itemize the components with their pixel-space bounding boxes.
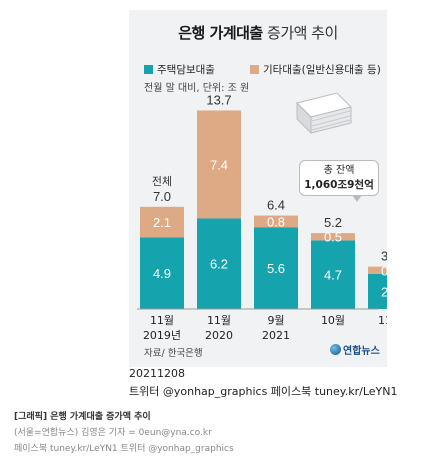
legend-label-other: 기타대출(일반신용대출 등) <box>263 64 381 76</box>
footer-caption-title: [그래픽] 은행 가계대출 증가액 추이 <box>14 412 151 422</box>
data-label: 4.9 <box>153 266 171 281</box>
data-label: 7.4 <box>210 157 228 172</box>
footer-social: 페이스북 tuney.kr/LeYN1 트위터 @yonhap_graphics <box>14 444 234 454</box>
bar-chart: 4.9 2.1 7.0전체 11월 2019년 6.2 7.4 13.7 11월 2020 5.6 0… <box>137 92 387 340</box>
bar-mortgage <box>368 273 387 309</box>
bar-other <box>140 206 184 238</box>
data-label: 6.2 <box>210 257 228 272</box>
bar-other <box>368 266 387 274</box>
x-tick-year-label: 2020 <box>205 329 233 340</box>
total-balance-callout: 총 잔액 1,060조9천억 <box>299 160 379 202</box>
x-tick-label: 11월 <box>378 314 387 327</box>
title-regular: 증가액 추이 <box>267 24 338 42</box>
total-label: 13.7 <box>206 92 231 107</box>
x-tick-label: 10월 <box>321 314 345 327</box>
bar-other <box>197 110 241 219</box>
bar-mortgage <box>311 240 355 309</box>
money-stack-icon <box>296 92 352 135</box>
source-note: 자료/ 한국은행 <box>144 348 203 359</box>
footer-byline: (서울=연합뉴스) 김영은 기자 = 0eun@yna.co.kr <box>14 428 212 438</box>
data-label: 4.7 <box>324 268 342 283</box>
title-bold: 은행 가계대출 <box>178 24 263 42</box>
data-label: 2.1 <box>153 215 171 230</box>
total-label: 7.0 <box>153 189 171 204</box>
data-label: 2.4 <box>381 284 387 299</box>
bar-mortgage <box>254 227 298 309</box>
bar-mortgage <box>140 237 184 309</box>
total-label: 6.4 <box>267 198 285 213</box>
social-line: 트위터 @yonhap_graphics 페이스북 tuney.kr/LeYN1 <box>129 385 398 398</box>
legend-label-mortgage: 주택담보대출 <box>157 64 215 76</box>
total-prefix-label: 전체 <box>152 175 172 188</box>
bar-mortgage <box>197 218 241 309</box>
legend-swatch-mortgage <box>144 65 153 74</box>
total-label: 3.0 <box>381 249 387 264</box>
x-tick-year-label: 2021 <box>262 329 290 340</box>
data-label: 0.5 <box>324 230 342 245</box>
data-label: 0.5 <box>381 263 387 278</box>
yonhap-logo-icon <box>330 344 341 355</box>
x-tick-label: 9월 <box>267 314 284 327</box>
bar-other <box>254 215 298 228</box>
chart-title: 은행 가계대출 증가액 추이 <box>129 22 387 43</box>
data-label: 5.6 <box>267 261 285 276</box>
legend-other: 기타대출(일반신용대출 등) <box>250 62 381 77</box>
logo-text: 연합뉴스 <box>343 346 380 357</box>
legend-mortgage: 주택담보대출 <box>144 62 215 77</box>
x-tick-year-label: 2019년 <box>143 329 181 340</box>
total-label: 5.2 <box>324 215 342 230</box>
yonhap-logo: 연합뉴스 <box>330 342 380 357</box>
callout-line2: 1,060조9천억 <box>304 179 374 191</box>
bar-other <box>311 233 355 241</box>
date-line: 20211208 <box>129 367 185 380</box>
callout-line1: 총 잔액 <box>323 165 355 176</box>
x-tick-label: 11월 <box>150 314 174 327</box>
x-tick-label: 11월 <box>207 314 231 327</box>
unit-note: 전월 말 대비, 단위: 조 원 <box>144 83 250 94</box>
legend-swatch-other <box>250 65 259 74</box>
data-label: 0.8 <box>267 214 285 229</box>
